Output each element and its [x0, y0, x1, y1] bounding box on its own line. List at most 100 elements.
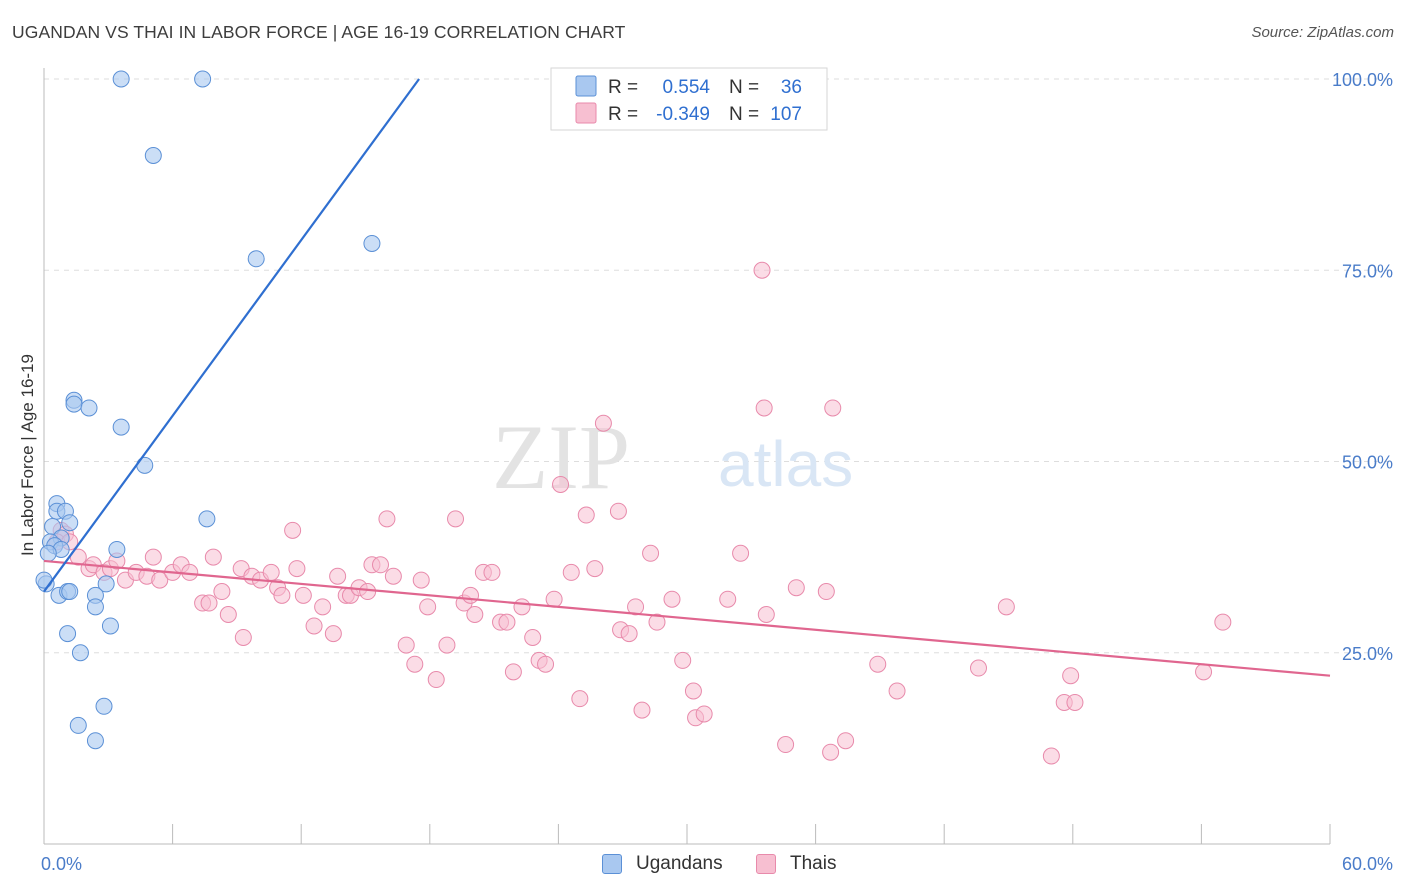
thai-point-35 — [324, 625, 342, 643]
trendlines-layer — [43, 78, 1331, 677]
legend-box — [550, 67, 828, 131]
thai-point-27 — [262, 563, 280, 581]
legend-n-label-thais: N = — [729, 104, 759, 125]
ugandan-point-8 — [112, 418, 130, 436]
thai-point-90 — [817, 583, 835, 601]
legend-r-label-thais: R = — [608, 104, 638, 125]
ugandan-point-7 — [80, 399, 98, 417]
thai-point-40 — [359, 583, 377, 601]
thai-points-layer — [48, 261, 1232, 765]
ugandan-point-31 — [71, 644, 89, 662]
thai-point-67 — [571, 690, 589, 708]
thai-point-59 — [504, 663, 522, 681]
thai-point-20 — [204, 548, 222, 566]
tick-labels-layer: 25.0% 50.0% 75.0% 100.0% 0.0% 60.0% — [41, 70, 1393, 874]
thai-point-89 — [787, 579, 805, 597]
thai-point-82 — [695, 705, 713, 723]
bottom-legend: Ugandans Thais — [0, 850, 1406, 880]
thai-point-84 — [732, 544, 750, 562]
thai-point-66 — [562, 563, 580, 581]
ugandan-point-33 — [69, 716, 87, 734]
ugandan-point-21 — [108, 540, 126, 558]
thai-point-36 — [329, 567, 347, 585]
bottom-legend-item-ugandans: Ugandans — [602, 853, 723, 875]
ugandan-point-23 — [97, 575, 115, 593]
thai-point-73 — [620, 625, 638, 643]
thai-point-45 — [397, 636, 415, 654]
y-tick-label-75: 75.0% — [1342, 261, 1393, 281]
thai-point-50 — [438, 636, 456, 654]
thai-point-80 — [684, 682, 702, 700]
ugandan-point-28 — [86, 598, 104, 616]
thai-point-86 — [755, 399, 773, 417]
thai-point-24 — [234, 628, 252, 646]
thai-point-96 — [969, 659, 987, 677]
thai-point-60 — [513, 598, 531, 616]
legend-r-value-thais: -0.349 — [656, 104, 710, 125]
thai-point-69 — [586, 560, 604, 578]
ugandan-point-14 — [61, 514, 79, 532]
thai-point-21 — [213, 583, 231, 601]
thai-point-47 — [412, 571, 430, 589]
bottom-legend-label-ugandans: Ugandans — [636, 853, 723, 874]
source-credit: Source: ZipAtlas.com — [1251, 24, 1394, 41]
ugandan-trendline — [43, 78, 420, 593]
ugandan-point-0 — [112, 70, 130, 88]
legend-swatch-thais — [575, 102, 597, 124]
legend-n-value-thais: 107 — [770, 104, 802, 125]
x-tick-label-60: 60.0% — [1342, 854, 1393, 874]
thai-point-46 — [406, 655, 424, 673]
bottom-legend-swatch-ugandans — [602, 854, 622, 874]
legend: R = 0.554 N = 36 R = -0.349 N = 107 — [550, 67, 828, 131]
legend-r-label-ugandans: R = — [608, 77, 638, 98]
thai-point-68 — [577, 506, 595, 524]
thai-point-101 — [1066, 693, 1084, 711]
bottom-legend-swatch-thais — [756, 854, 776, 874]
thai-point-19 — [200, 594, 218, 612]
thai-point-51 — [447, 510, 465, 528]
thai-point-65 — [552, 475, 570, 493]
thai-point-58 — [498, 613, 516, 631]
thai-point-43 — [378, 510, 396, 528]
thai-point-75 — [633, 701, 651, 719]
legend-swatch-ugandans — [575, 75, 597, 97]
ugandan-point-26 — [61, 583, 79, 601]
x-tick-label-0: 0.0% — [41, 854, 82, 874]
ugandan-point-10 — [198, 510, 216, 528]
thai-point-92 — [824, 399, 842, 417]
thai-point-85 — [753, 261, 771, 279]
ugandan-point-6 — [65, 395, 83, 413]
ugandan-point-29 — [101, 617, 119, 635]
watermark-atlas: atlas — [718, 428, 853, 500]
legend-r-value-ugandans: 0.554 — [662, 77, 710, 98]
bottom-legend-item-thais: Thais — [756, 853, 836, 875]
thai-point-78 — [663, 590, 681, 608]
ugandan-point-3 — [247, 250, 265, 268]
y-axis-label: In Labor Force | Age 16-19 — [18, 354, 37, 556]
thai-point-64 — [545, 590, 563, 608]
thai-point-54 — [466, 606, 484, 623]
thai-point-83 — [719, 590, 737, 608]
ugandan-point-34 — [86, 732, 104, 750]
thai-point-93 — [837, 732, 855, 750]
thai-point-102 — [1195, 663, 1213, 681]
bottom-legend-label-thais: Thais — [790, 853, 837, 874]
thai-point-91 — [822, 743, 840, 761]
thai-point-48 — [419, 598, 437, 616]
thai-point-30 — [284, 521, 302, 539]
thai-point-87 — [757, 606, 775, 623]
thai-point-29 — [273, 586, 291, 604]
thai-point-33 — [305, 617, 323, 635]
thai-point-53 — [462, 586, 480, 604]
thai-point-56 — [483, 563, 501, 581]
thai-point-88 — [777, 736, 795, 754]
thai-point-22 — [219, 606, 237, 623]
legend-n-value-ugandans: 36 — [781, 77, 802, 98]
thai-point-97 — [997, 598, 1015, 616]
grid-layer — [44, 78, 1392, 654]
thai-point-77 — [648, 613, 666, 631]
axis-layer — [43, 68, 1331, 845]
thai-point-42 — [372, 556, 390, 574]
thai-point-34 — [314, 598, 332, 616]
